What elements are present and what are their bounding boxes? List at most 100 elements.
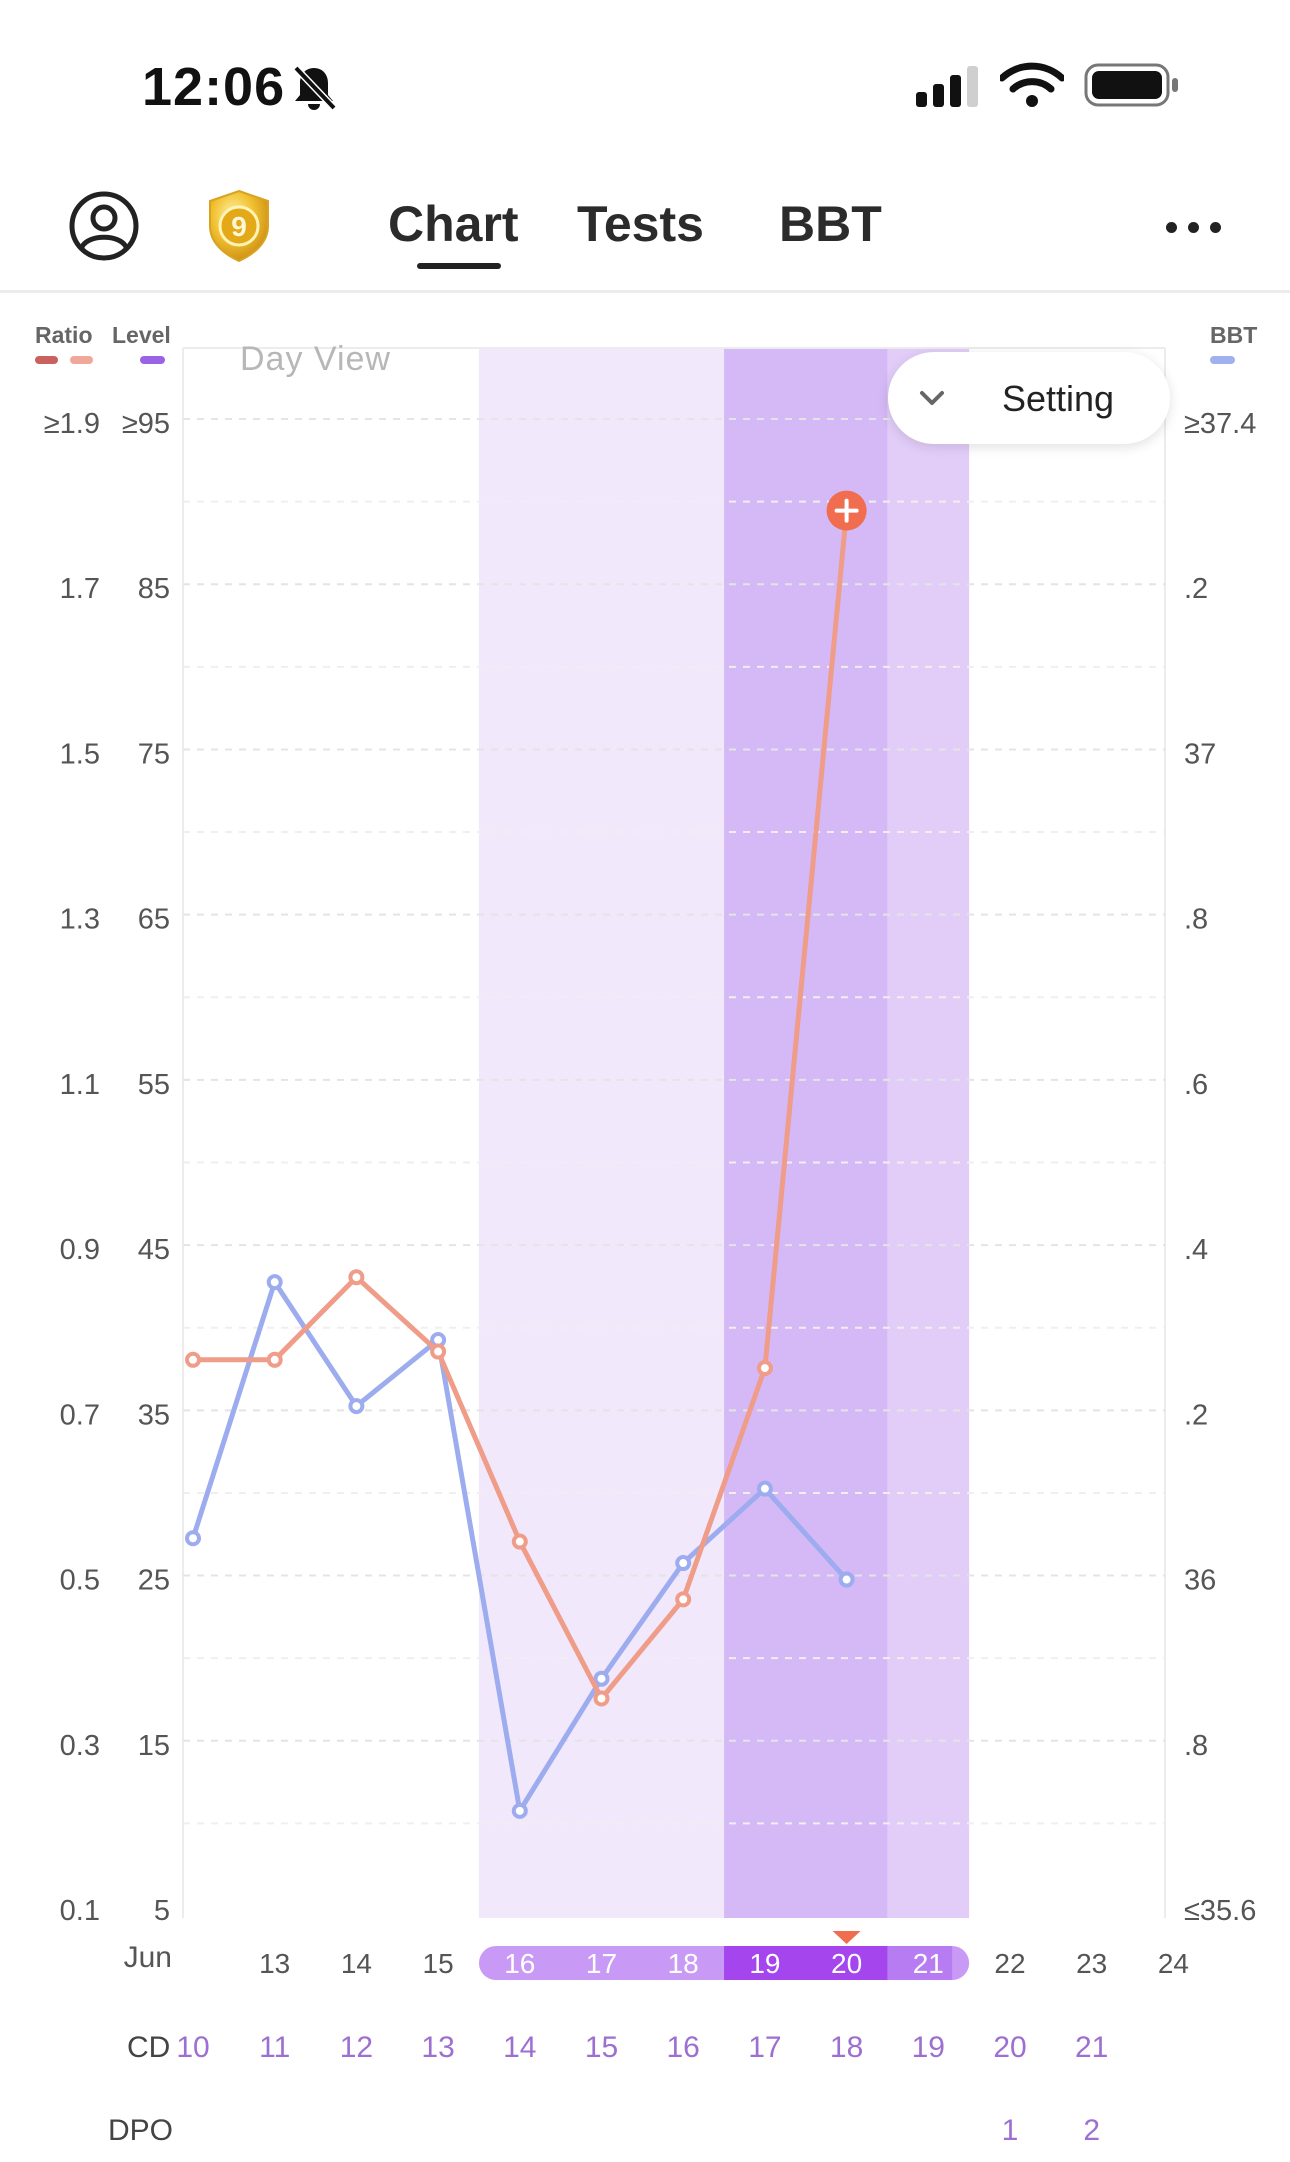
bbt-axis-tick: .4 bbox=[1184, 1234, 1208, 1266]
cycle-day-value: 13 bbox=[421, 2031, 454, 2064]
dpo-row-label: DPO bbox=[108, 2114, 173, 2147]
ratio-axis-tick: ≥1.9 bbox=[44, 408, 100, 440]
date-tick: 20 bbox=[831, 1948, 862, 1979]
ratio-series-point bbox=[675, 1591, 692, 1608]
level-axis-tick: 75 bbox=[138, 738, 170, 770]
legend-ratio-label: Ratio bbox=[35, 322, 93, 348]
peak-date-pill bbox=[724, 1946, 888, 1980]
fertile-date-pill-end bbox=[887, 1946, 953, 1980]
chevron-down-icon bbox=[920, 391, 944, 405]
dpo-value: 1 bbox=[1002, 2114, 1019, 2147]
level-axis-tick: 15 bbox=[138, 1730, 170, 1762]
setting-label[interactable]: Setting bbox=[1002, 378, 1115, 419]
tab-tests[interactable]: Tests bbox=[577, 196, 704, 252]
fertile-window-band-end bbox=[887, 348, 970, 1918]
date-tick: 22 bbox=[994, 1948, 1025, 1979]
ratio-axis-tick: 0.3 bbox=[60, 1730, 100, 1762]
bbt-axis-tick: .6 bbox=[1184, 1069, 1208, 1101]
fertile-window-band bbox=[478, 348, 725, 1918]
setting-button[interactable] bbox=[888, 352, 1170, 444]
level-axis-tick: 65 bbox=[138, 904, 170, 936]
ratio-axis-tick: 1.3 bbox=[60, 904, 100, 936]
level-axis-tick: 5 bbox=[154, 1895, 170, 1927]
bell-off-icon bbox=[293, 65, 337, 111]
day-view-label: Day View bbox=[240, 340, 391, 378]
cycle-day-value: 18 bbox=[830, 2031, 863, 2064]
ratio-axis-tick: 1.7 bbox=[60, 573, 100, 605]
ratio-series-point bbox=[185, 1351, 201, 1368]
bbt-axis-tick: .8 bbox=[1184, 904, 1208, 936]
bbt-axis-tick: 37 bbox=[1184, 738, 1216, 770]
legend-level-swatch bbox=[140, 356, 165, 364]
cd-row-label: CD bbox=[127, 2031, 170, 2064]
cycle-day-value: 14 bbox=[503, 2031, 536, 2064]
date-tick: 19 bbox=[749, 1948, 780, 1979]
more-icon[interactable] bbox=[1160, 200, 1226, 256]
date-tick: 21 bbox=[913, 1948, 944, 1979]
bbt-series-point bbox=[348, 1398, 365, 1415]
badge-shield-icon[interactable]: 9 bbox=[204, 188, 274, 264]
date-tick: 24 bbox=[1158, 1948, 1189, 1979]
header-divider bbox=[0, 290, 1290, 293]
dpo-value: 2 bbox=[1083, 2114, 1100, 2147]
badge-number: 9 bbox=[231, 211, 247, 242]
ratio-series-point bbox=[266, 1351, 283, 1368]
level-axis-tick: 25 bbox=[138, 1565, 170, 1597]
bbt-series-point bbox=[593, 1670, 610, 1687]
level-axis-tick: 85 bbox=[138, 573, 170, 605]
cycle-day-value: 10 bbox=[176, 2031, 209, 2064]
date-tick: 13 bbox=[259, 1948, 290, 1979]
bbt-series-point bbox=[266, 1274, 283, 1291]
legend-level-label: Level bbox=[112, 322, 171, 348]
cycle-day-value: 17 bbox=[748, 2031, 781, 2064]
ratio-axis-tick: 1.5 bbox=[60, 738, 100, 770]
bbt-axis-tick: .8 bbox=[1184, 1730, 1208, 1762]
bbt-series-point bbox=[675, 1555, 692, 1572]
ratio-axis-tick: 0.9 bbox=[60, 1234, 100, 1266]
legend-bbt-swatch bbox=[1210, 356, 1235, 364]
bbt-axis-tick: .2 bbox=[1184, 573, 1208, 605]
profile-icon[interactable] bbox=[68, 190, 140, 262]
level-axis-tick: ≥95 bbox=[122, 408, 170, 440]
wifi-icon bbox=[1000, 62, 1064, 107]
cycle-day-value: 20 bbox=[993, 2031, 1026, 2064]
level-axis-tick: 35 bbox=[138, 1399, 170, 1431]
bbt-series-point bbox=[511, 1802, 528, 1819]
level-axis-tick: 55 bbox=[138, 1069, 170, 1101]
ratio-series-point bbox=[511, 1533, 528, 1550]
date-tick: 14 bbox=[341, 1948, 372, 1979]
legend-ratio-swatch-dark bbox=[35, 356, 58, 364]
today-marker-icon bbox=[832, 1931, 861, 1944]
cycle-day-value: 12 bbox=[340, 2031, 373, 2064]
ratio-axis-tick: 0.5 bbox=[60, 1565, 100, 1597]
battery-icon bbox=[1084, 63, 1178, 107]
date-tick: 16 bbox=[504, 1948, 535, 1979]
ratio-series-point bbox=[348, 1269, 365, 1286]
active-tab-indicator bbox=[417, 263, 501, 269]
tab-bbt[interactable]: BBT bbox=[779, 196, 882, 252]
ratio-axis-tick: 0.1 bbox=[60, 1895, 100, 1927]
bbt-series-point bbox=[756, 1480, 773, 1497]
month-label: Jun bbox=[124, 1941, 172, 1974]
level-axis-tick: 45 bbox=[138, 1234, 170, 1266]
bbt-axis-tick: .2 bbox=[1184, 1399, 1208, 1431]
ratio-series-point bbox=[593, 1690, 610, 1707]
ratio-series-point bbox=[756, 1360, 773, 1377]
peak-fertility-band bbox=[724, 348, 888, 1918]
ratio-axis-tick: 1.1 bbox=[60, 1069, 100, 1101]
bbt-axis-tick: ≤35.6 bbox=[1184, 1895, 1256, 1927]
cycle-day-value: 11 bbox=[259, 2031, 290, 2064]
date-tick: 15 bbox=[423, 1948, 454, 1979]
ratio-series-point bbox=[430, 1343, 447, 1360]
cycle-day-value: 21 bbox=[1075, 2031, 1108, 2064]
cycle-day-value: 19 bbox=[912, 2031, 945, 2064]
tab-chart[interactable]: Chart bbox=[388, 196, 519, 252]
ratio-axis-tick: 0.7 bbox=[60, 1399, 100, 1431]
cycle-day-value: 15 bbox=[585, 2031, 618, 2064]
status-time: 12:06 bbox=[142, 57, 286, 117]
bbt-series-point bbox=[838, 1571, 855, 1588]
bbt-series-point bbox=[185, 1530, 201, 1547]
date-tick: 17 bbox=[586, 1948, 617, 1979]
cycle-day-value: 16 bbox=[667, 2031, 700, 2064]
